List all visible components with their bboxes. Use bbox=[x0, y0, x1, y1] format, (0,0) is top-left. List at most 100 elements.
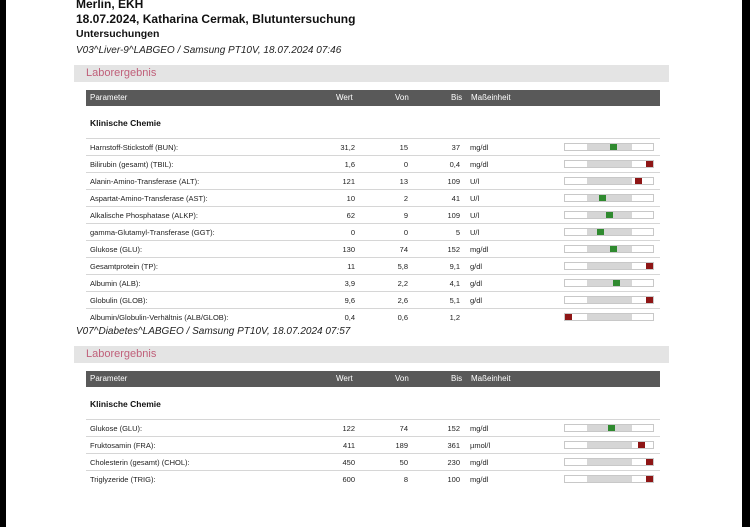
param-name: Bilirubin (gesamt) (TBIL): bbox=[90, 160, 174, 169]
range-high: 152 bbox=[447, 245, 460, 254]
range-high: 230 bbox=[447, 458, 460, 467]
col-unit: Maßeinheit bbox=[471, 93, 511, 102]
range-high: 37 bbox=[451, 143, 460, 152]
device-label: V03^Liver-9^LABGEO / Samsung PT10V, 18.0… bbox=[76, 45, 342, 56]
col-parameter: Parameter bbox=[90, 374, 128, 383]
param-name: Glukose (GLU): bbox=[90, 424, 143, 433]
param-name: Triglyzeride (TRIG): bbox=[90, 475, 156, 484]
normal-range-band bbox=[587, 459, 632, 465]
range-low: 0 bbox=[403, 228, 408, 237]
table-row: Albumin (ALB): 3,9 2,2 4,1 g/dl bbox=[86, 274, 660, 291]
range-high: 9,1 bbox=[449, 262, 460, 271]
param-name: Aspartat-Amino-Transferase (AST): bbox=[90, 194, 208, 203]
param-value: 10 bbox=[346, 194, 355, 203]
param-name: Gesamtprotein (TP): bbox=[90, 262, 158, 271]
range-high: 109 bbox=[447, 177, 460, 186]
col-unit: Maßeinheit bbox=[471, 374, 511, 383]
normal-range-band bbox=[587, 297, 632, 303]
range-low: 13 bbox=[399, 177, 408, 186]
results-table: Parameter Wert Von Bis Maßeinheit Klinische C… bbox=[86, 371, 660, 487]
normal-range-band bbox=[587, 246, 632, 252]
table-row: Cholesterin (gesamt) (CHOL): 450 50 230 mg/d… bbox=[86, 453, 660, 470]
unit: g/dl bbox=[470, 279, 483, 288]
range-gauge bbox=[564, 143, 654, 151]
section-heading: Untersuchungen bbox=[76, 28, 160, 40]
normal-range-band bbox=[587, 195, 632, 201]
normal-range-band bbox=[587, 161, 632, 167]
normal-range-band bbox=[587, 280, 632, 286]
unit: µmol/l bbox=[470, 441, 491, 450]
range-low: 0,6 bbox=[397, 313, 408, 322]
col-bis: Bis bbox=[451, 374, 463, 383]
unit: g/dl bbox=[470, 262, 483, 271]
table-header: Parameter Wert Von Bis Maßeinheit bbox=[86, 371, 660, 387]
param-value: 0,4 bbox=[344, 313, 355, 322]
device-label: V07^Diabetes^LABGEO / Samsung PT10V, 18.… bbox=[76, 326, 351, 337]
range-gauge bbox=[564, 313, 654, 321]
unit: U/l bbox=[470, 211, 480, 220]
results-table: Parameter Wert Von Bis Maßeinheit Klinische C… bbox=[86, 90, 660, 325]
value-marker bbox=[599, 195, 607, 201]
param-name: Harnstoff-Stickstoff (BUN): bbox=[90, 143, 179, 152]
param-value: 450 bbox=[342, 458, 355, 467]
value-marker bbox=[646, 161, 653, 167]
range-high: 5,1 bbox=[449, 296, 460, 305]
table-header: Parameter Wert Von Bis Maßeinheit bbox=[86, 90, 660, 106]
range-low: 2,2 bbox=[397, 279, 408, 288]
value-marker bbox=[609, 144, 617, 150]
range-high: 4,1 bbox=[449, 279, 460, 288]
range-high: 0,4 bbox=[449, 160, 460, 169]
unit: mg/dl bbox=[470, 160, 489, 169]
table-row: Gesamtprotein (TP): 11 5,8 9,1 g/dl bbox=[86, 257, 660, 274]
value-marker bbox=[634, 178, 642, 184]
param-value: 0 bbox=[350, 228, 355, 237]
param-name: Alkalische Phosphatase (ALKP): bbox=[90, 211, 198, 220]
unit: mg/dl bbox=[470, 475, 489, 484]
table-row: Harnstoff-Stickstoff (BUN): 31,2 15 37 mg/dl bbox=[86, 138, 660, 155]
col-von: Von bbox=[395, 93, 409, 102]
param-value: 1,6 bbox=[344, 160, 355, 169]
value-marker bbox=[609, 246, 617, 252]
unit: mg/dl bbox=[470, 458, 489, 467]
unit: mg/dl bbox=[470, 143, 489, 152]
range-gauge bbox=[564, 194, 654, 202]
unit: mg/dl bbox=[470, 424, 489, 433]
table-row: Bilirubin (gesamt) (TBIL): 1,6 0 0,4 mg/dl bbox=[86, 155, 660, 172]
value-marker bbox=[646, 459, 653, 465]
lab-result-header: Laborergebnis bbox=[74, 65, 669, 82]
value-marker bbox=[646, 476, 653, 482]
param-name: Alanin-Amino-Transferase (ALT): bbox=[90, 177, 200, 186]
range-gauge bbox=[564, 424, 654, 432]
param-name: Fruktosamin (FRA): bbox=[90, 441, 156, 450]
param-value: 600 bbox=[342, 475, 355, 484]
param-value: 11 bbox=[347, 262, 355, 271]
report-page: Merlin, EKH 18.07.2024, Katharina Cermak… bbox=[6, 0, 742, 527]
group-heading: Klinische Chemie bbox=[86, 106, 660, 138]
group-label: Klinische Chemie bbox=[90, 118, 161, 128]
range-gauge bbox=[564, 279, 654, 287]
param-name: Albumin/Globulin-Verhältnis (ALB/GLOB): bbox=[90, 313, 229, 322]
value-marker bbox=[606, 212, 613, 218]
range-high: 1,2 bbox=[449, 313, 460, 322]
table-row: Globulin (GLOB): 9,6 2,6 5,1 g/dl bbox=[86, 291, 660, 308]
range-low: 15 bbox=[399, 143, 408, 152]
range-low: 8 bbox=[403, 475, 408, 484]
value-marker bbox=[646, 263, 653, 269]
exam-title: 18.07.2024, Katharina Cermak, Blutunters… bbox=[76, 12, 356, 26]
unit: g/dl bbox=[470, 296, 483, 305]
param-name: Globulin (GLOB): bbox=[90, 296, 148, 305]
range-low: 50 bbox=[399, 458, 408, 467]
param-value: 3,9 bbox=[344, 279, 355, 288]
col-parameter: Parameter bbox=[90, 93, 128, 102]
param-name: Glukose (GLU): bbox=[90, 245, 143, 254]
param-name: gamma-Glutamyl-Transferase (GGT): bbox=[90, 228, 215, 237]
table-row: Aspartat-Amino-Transferase (AST): 10 2 41 U/… bbox=[86, 189, 660, 206]
range-gauge bbox=[564, 475, 654, 483]
col-wert: Wert bbox=[336, 374, 353, 383]
table-row: Triglyzeride (TRIG): 600 8 100 mg/dl bbox=[86, 470, 660, 487]
normal-range-band bbox=[587, 476, 632, 482]
param-name: Albumin (ALB): bbox=[90, 279, 141, 288]
normal-range-band bbox=[587, 229, 632, 235]
range-low: 2,6 bbox=[397, 296, 408, 305]
range-low: 189 bbox=[395, 441, 408, 450]
